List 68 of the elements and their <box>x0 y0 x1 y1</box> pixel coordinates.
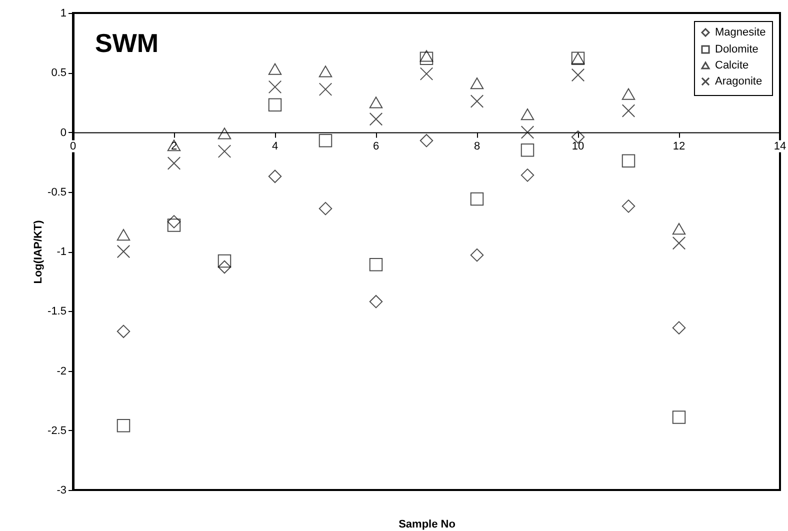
point <box>520 168 534 182</box>
point <box>672 223 686 235</box>
legend-label: Calcite <box>715 60 749 72</box>
y-tick-label: 0 <box>60 126 66 139</box>
point <box>318 66 332 78</box>
point <box>318 134 332 148</box>
point <box>672 236 686 250</box>
point <box>420 134 434 148</box>
y-axis-title: Log(IAP/KT) <box>32 220 45 284</box>
y-tick-label: -2 <box>56 365 66 378</box>
text: SWM <box>95 28 159 58</box>
point <box>268 63 282 75</box>
point <box>420 52 434 65</box>
point <box>622 88 636 100</box>
x-tick-label: 2 <box>170 140 178 152</box>
point <box>218 260 232 274</box>
y-tick-label: 1 <box>60 8 66 20</box>
x-tick-label: 10 <box>572 140 584 152</box>
legend-label: Magnesite <box>715 26 766 38</box>
x-tick-label: 4 <box>272 140 278 152</box>
point <box>218 144 232 158</box>
y-tick-label: -3 <box>56 484 66 496</box>
point <box>167 218 181 232</box>
point <box>672 321 686 334</box>
y-tick-label: -0.5 <box>48 186 66 198</box>
point <box>167 156 181 170</box>
point <box>116 418 130 432</box>
legend-label: Dolomite <box>715 44 758 56</box>
point <box>470 248 484 262</box>
point <box>622 104 636 118</box>
point <box>369 96 383 108</box>
point <box>268 80 282 94</box>
point <box>268 98 282 112</box>
point <box>218 254 232 268</box>
point <box>268 170 282 183</box>
point <box>116 229 130 241</box>
point <box>318 202 332 216</box>
y-tick-label: -1.5 <box>48 306 66 318</box>
x-tick-label: 0 <box>70 140 76 152</box>
point <box>470 94 484 108</box>
x-tick-label: 8 <box>474 140 480 152</box>
point <box>218 128 232 140</box>
x-tick-label: 14 <box>774 140 786 152</box>
point <box>116 324 130 338</box>
point <box>470 192 484 206</box>
x-tick-label: 12 <box>672 140 686 152</box>
point <box>318 82 332 96</box>
point <box>369 258 383 272</box>
point <box>672 410 686 424</box>
point <box>520 126 534 139</box>
legend-label: Aragonite <box>715 76 762 88</box>
point <box>622 154 636 168</box>
point <box>470 78 484 90</box>
point <box>369 112 383 126</box>
x-tick-label: 6 <box>372 140 380 152</box>
point <box>571 68 585 82</box>
point <box>369 294 383 308</box>
y-tick-label: -2.5 <box>48 424 66 437</box>
point <box>622 200 636 213</box>
point <box>520 108 534 120</box>
y-tick-label: 0.5 <box>51 67 66 80</box>
x-axis-title: Sample No <box>398 518 456 530</box>
y-tick-label: -1 <box>56 246 66 258</box>
point <box>420 50 434 62</box>
point <box>520 144 534 157</box>
point <box>116 244 130 258</box>
point <box>420 67 434 80</box>
point <box>167 215 181 228</box>
